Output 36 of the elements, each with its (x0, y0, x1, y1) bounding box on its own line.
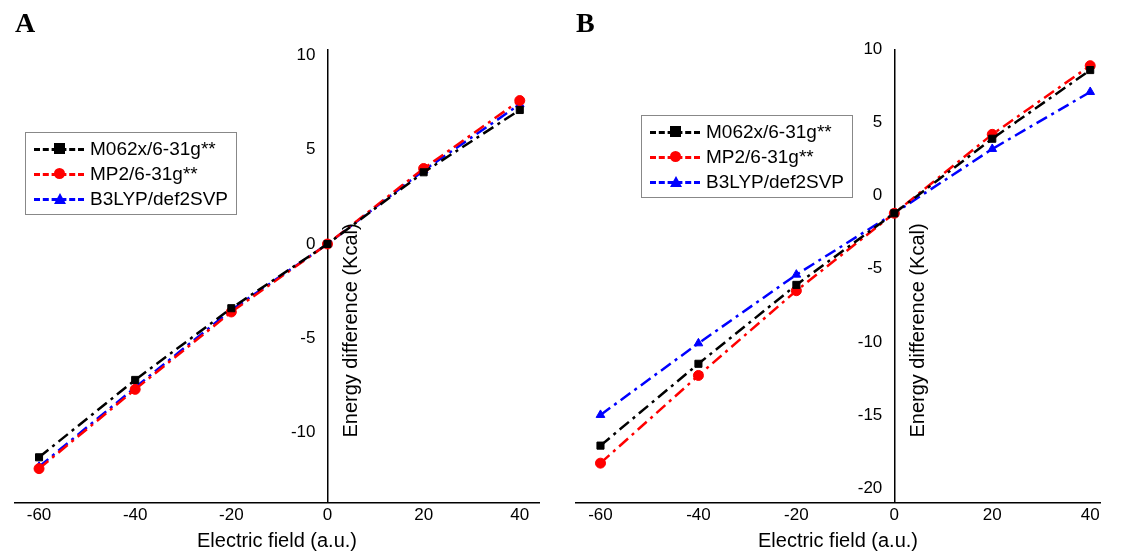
legend-label: MP2/6-31g** (90, 162, 198, 186)
x-tick-label: -60 (588, 505, 613, 525)
y-tick-label: -5 (867, 258, 883, 278)
x-tick-label: -60 (26, 505, 52, 525)
y-tick-label: -15 (857, 404, 883, 424)
x-tick-label: 0 (322, 505, 333, 525)
y-tick-label: 0 (306, 233, 316, 253)
legend-label: B3LYP/def2SVP (90, 187, 229, 211)
x-tick-label: 40 (510, 505, 530, 525)
x-axis-title: Electric field (a.u.) (196, 528, 358, 551)
chart-title: B (576, 7, 595, 39)
chart-title: A (15, 7, 36, 39)
y-tick-label: 5 (306, 139, 316, 159)
y-tick-label: -20 (857, 477, 883, 497)
x-tick-label: -40 (686, 505, 711, 525)
legend-label: B3LYP/def2SVP (706, 170, 845, 194)
y-tick-label: -10 (290, 422, 316, 442)
x-tick-label: 40 (1080, 505, 1100, 525)
x-tick-label: 20 (982, 505, 1002, 525)
x-axis-title: Electric field (a.u.) (757, 528, 919, 551)
legend-label: MP2/6-31g** (706, 145, 814, 169)
y-axis-title: Energy difference (Kcal) (905, 223, 928, 438)
legend-label: M062x/6-31g** (90, 137, 216, 161)
x-tick-label: -20 (219, 505, 244, 525)
legend-label: M062x/6-31g** (706, 120, 832, 144)
y-tick-label: -10 (857, 331, 883, 351)
y-tick-label: 10 (296, 44, 316, 64)
y-tick-label: 5 (872, 112, 883, 132)
x-tick-label: 0 (889, 505, 900, 525)
x-tick-label: 20 (414, 505, 434, 525)
x-tick-label: -20 (784, 505, 809, 525)
y-tick-label: 10 (863, 39, 883, 59)
y-tick-label: 0 (872, 185, 883, 205)
y-tick-label: -5 (300, 328, 316, 348)
x-tick-label: -40 (122, 505, 148, 525)
y-axis-title: Energy difference (Kcal) (338, 223, 361, 438)
